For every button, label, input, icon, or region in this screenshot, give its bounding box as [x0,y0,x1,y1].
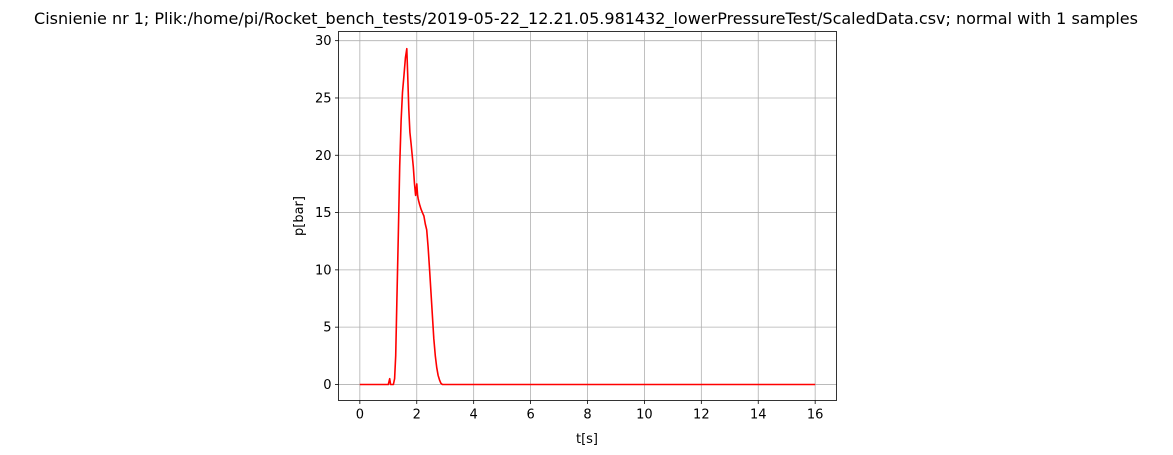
y-tick-label: 5 [323,321,331,336]
x-tick-label: 12 [693,408,710,423]
x-axis-label: t[s] [576,432,598,447]
grid [339,32,837,401]
x-tick-label: 8 [583,408,591,423]
y-tick-label: 10 [315,263,332,278]
x-tick-label: 16 [807,408,824,423]
ticks: 0 2 4 6 8 10 12 14 16 0 5 10 15 20 25 30 [315,34,823,422]
y-tick-label: 15 [315,206,332,221]
y-tick-label: 25 [315,91,332,106]
y-tick-label: 20 [315,149,332,164]
x-tick-label: 4 [470,408,478,423]
x-tick-label: 6 [526,408,534,423]
y-tick-label: 30 [315,34,332,49]
y-tick-label: 0 [323,378,331,393]
x-tick-label: 14 [750,408,767,423]
y-axis-label: p[bar] [292,196,307,236]
x-tick-label: 0 [356,408,364,423]
x-tick-label: 2 [413,408,421,423]
x-tick-label: 10 [636,408,653,423]
chart-title: Cisnienie nr 1; Plik:/home/pi/Rocket_ben… [34,9,1138,29]
